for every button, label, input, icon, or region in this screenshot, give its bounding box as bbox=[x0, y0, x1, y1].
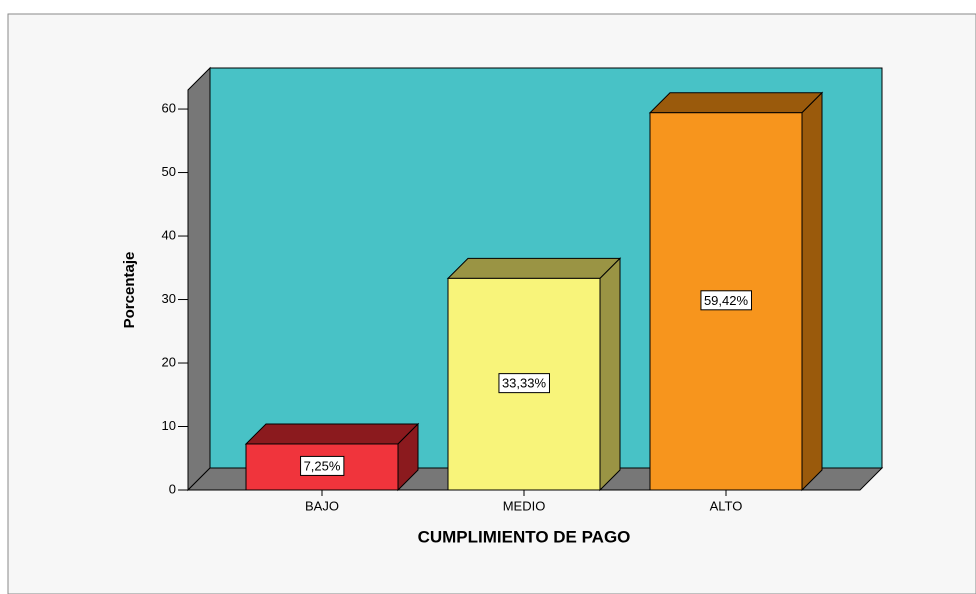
bar-side bbox=[801, 91, 823, 492]
x-tick-label: MEDIO bbox=[503, 498, 546, 513]
y-tick-label: 10 bbox=[162, 418, 176, 433]
y-tick-label: 20 bbox=[162, 354, 176, 369]
x-tick-label: ALTO bbox=[710, 498, 743, 513]
value-label-box bbox=[300, 455, 345, 476]
bar-side bbox=[599, 257, 621, 492]
value-label: 7,25% bbox=[304, 458, 341, 473]
value-label: 33,33% bbox=[502, 376, 547, 391]
value-label-box bbox=[700, 290, 752, 311]
bar-top bbox=[648, 92, 824, 114]
y-tick-label: 0 bbox=[169, 481, 176, 496]
y-tick-label: 60 bbox=[162, 100, 176, 115]
value-label: 59,42% bbox=[704, 293, 749, 308]
y-tick-label: 40 bbox=[162, 227, 176, 242]
bar-top bbox=[446, 257, 622, 279]
left-wall bbox=[187, 66, 211, 492]
y-tick-label: 30 bbox=[162, 291, 176, 306]
x-tick-label: BAJO bbox=[305, 498, 339, 513]
bar-top bbox=[244, 423, 420, 445]
y-axis-title: Porcentaje bbox=[121, 252, 138, 329]
y-tick-label: 50 bbox=[162, 164, 176, 179]
x-axis-title: CUMPLIMIENTO DE PAGO bbox=[418, 527, 631, 546]
value-label-box bbox=[498, 373, 550, 394]
